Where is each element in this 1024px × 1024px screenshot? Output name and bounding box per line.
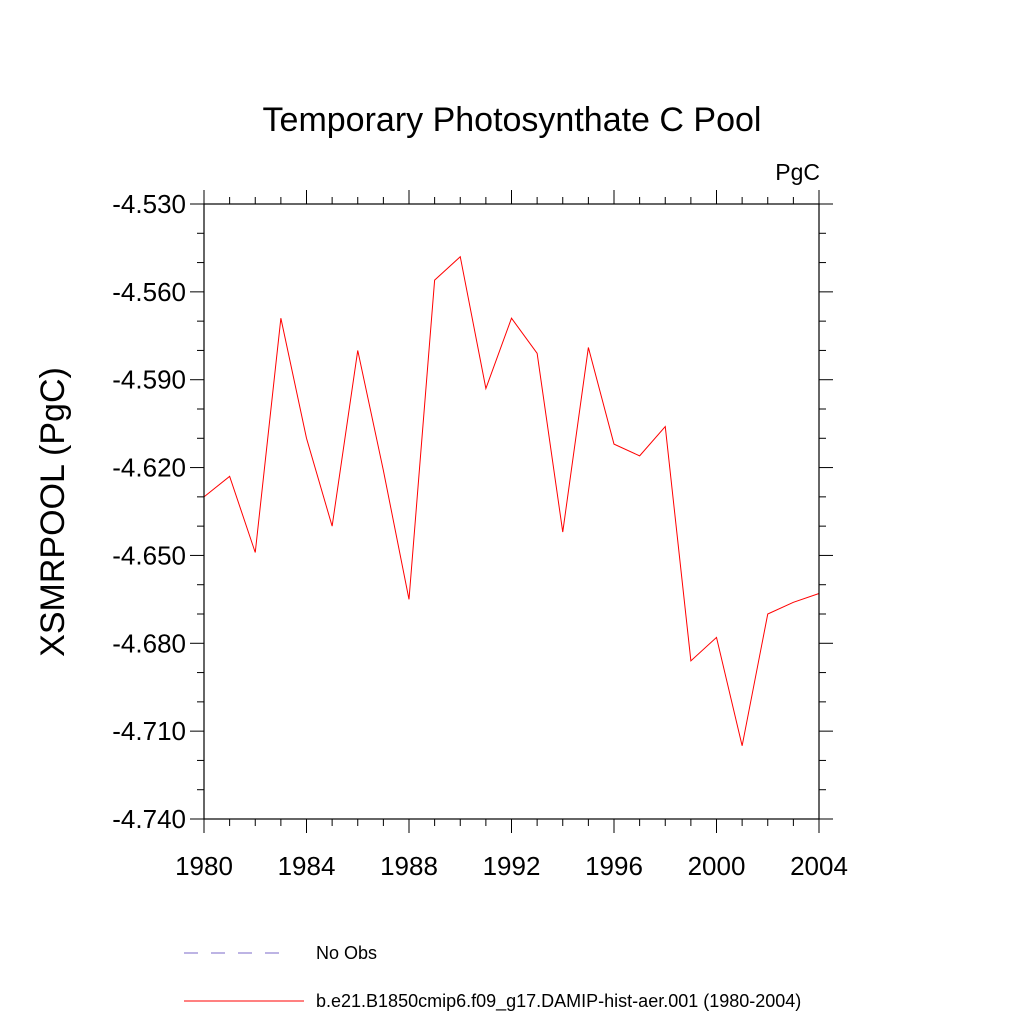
legend-label-model-run: b.e21.B1850cmip6.f09_g17.DAMIP-hist-aer.… bbox=[316, 991, 801, 1012]
y-tick-label: -4.620 bbox=[112, 453, 186, 483]
x-tick-label: 2000 bbox=[688, 851, 746, 881]
x-tick-label: 1996 bbox=[585, 851, 643, 881]
x-tick-label: 1988 bbox=[380, 851, 438, 881]
chart-title: Temporary Photosynthate C Pool bbox=[263, 101, 762, 139]
y-tick-label: -4.680 bbox=[112, 628, 186, 658]
x-axis-ticks: 1980 1984 1988 1992 1996 2000 2004 bbox=[175, 190, 848, 881]
legend: No Obs b.e21.B1850cmip6.f09_g17.DAMIP-hi… bbox=[184, 943, 801, 1012]
y-axis-ticks: -4.530 -4.560 -4.590 -4.620 -4.650 -4.680 -4.7… bbox=[112, 189, 833, 834]
units-label: PgC bbox=[775, 159, 820, 185]
y-tick-label: -4.530 bbox=[112, 189, 186, 219]
y-tick-label: -4.650 bbox=[112, 540, 186, 570]
series-group bbox=[203, 255, 820, 746]
x-tick-label: 1980 bbox=[175, 851, 233, 881]
x-tick-label: 1992 bbox=[483, 851, 541, 881]
y-tick-label: -4.590 bbox=[112, 365, 186, 395]
y-axis-label: XSMRPOOL (PgC) bbox=[34, 367, 72, 657]
x-tick-label: 1984 bbox=[278, 851, 336, 881]
x-tick-label: 2004 bbox=[790, 851, 848, 881]
y-tick-label: -4.740 bbox=[112, 804, 186, 834]
y-tick-label: -4.710 bbox=[112, 716, 186, 746]
plot-frame bbox=[203, 203, 820, 820]
y-tick-label: -4.560 bbox=[112, 277, 186, 307]
series-line-0 bbox=[203, 255, 820, 746]
legend-label-no-obs: No Obs bbox=[316, 943, 377, 963]
